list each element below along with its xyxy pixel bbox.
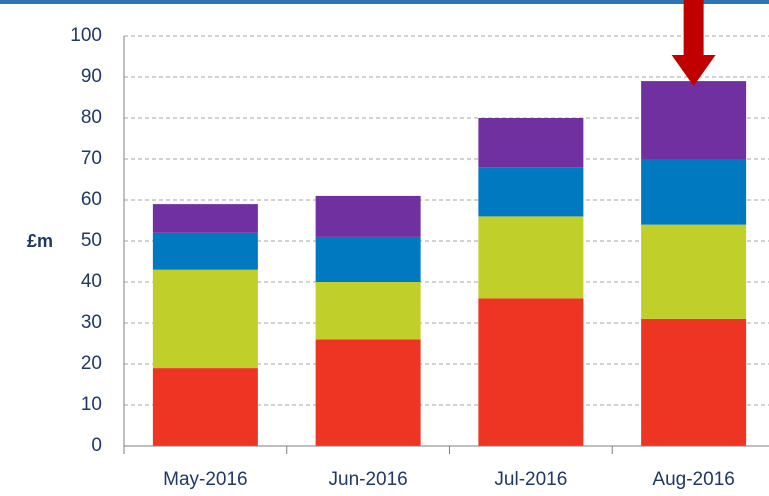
bar-segment <box>152 269 258 369</box>
bar-segment <box>315 195 421 237</box>
arrow-head <box>671 55 716 86</box>
bar-segment <box>152 368 258 446</box>
bar-segment <box>152 204 258 233</box>
y-tick-label: 80 <box>81 107 102 128</box>
bar-segment <box>478 216 584 299</box>
x-tick-label: Jun-2016 <box>329 469 408 490</box>
bar-segment <box>478 118 584 168</box>
y-axis-label: £m <box>27 231 53 251</box>
y-tick-label: 60 <box>81 189 102 210</box>
top-band <box>0 0 769 4</box>
x-tick-label: Jul-2016 <box>494 469 567 490</box>
bar-segment <box>315 236 421 282</box>
bar-segment <box>478 298 584 446</box>
bar-segment <box>315 339 421 446</box>
y-tick-label: 40 <box>81 271 102 292</box>
bar-segment <box>152 232 258 270</box>
y-tick-label: 10 <box>81 394 102 415</box>
y-tick-label: 30 <box>81 312 102 333</box>
y-tick-label: 70 <box>81 148 102 169</box>
y-tick-label: 90 <box>81 66 102 87</box>
x-tick-label: Aug-2016 <box>652 469 734 490</box>
bar-segment <box>315 282 421 340</box>
bar-segment <box>478 167 584 217</box>
arrow-shaft <box>683 0 704 55</box>
bar-segment <box>641 159 747 225</box>
y-tick-label: 20 <box>81 353 102 374</box>
bar-segment <box>641 318 747 446</box>
bar-segment <box>641 81 747 159</box>
y-tick-label: 0 <box>91 435 102 456</box>
x-tick-label: May-2016 <box>163 469 248 490</box>
y-tick-label: 50 <box>81 230 102 251</box>
bar-segment <box>641 224 747 319</box>
y-tick-label: 100 <box>70 25 102 46</box>
